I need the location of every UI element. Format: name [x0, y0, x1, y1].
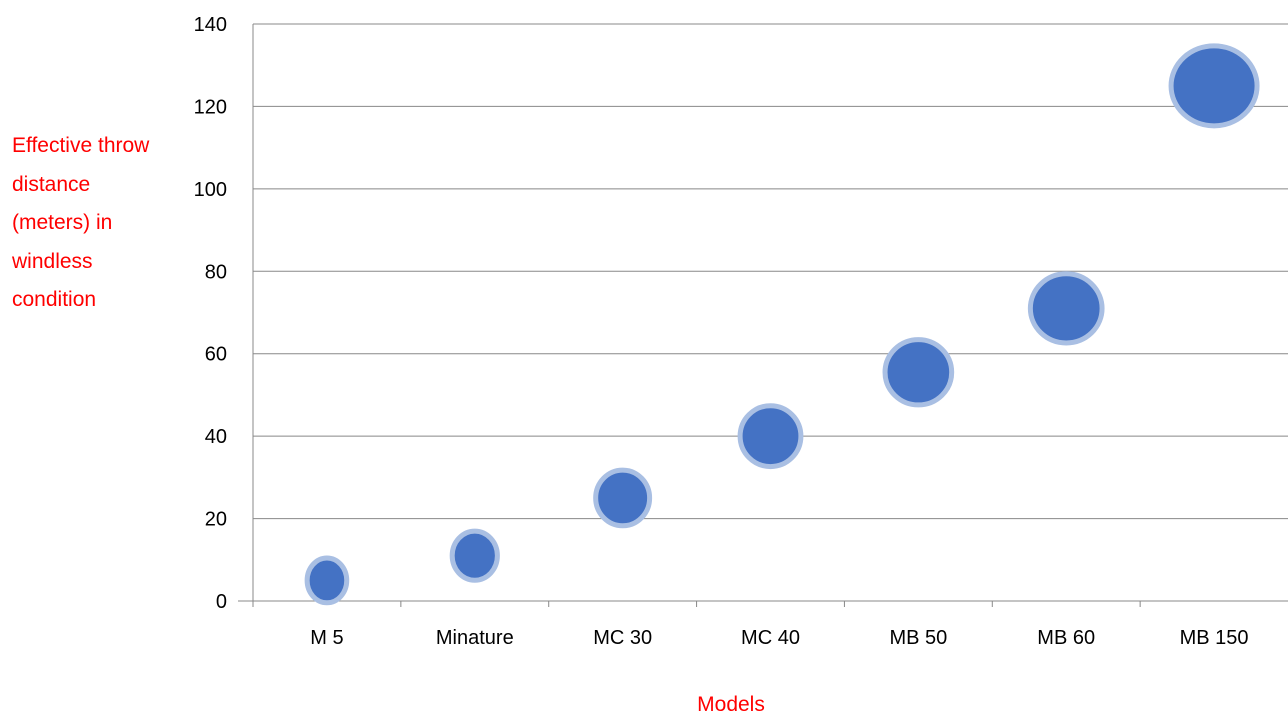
bubble-minature	[449, 528, 500, 583]
x-tick-label: MB 60	[1037, 627, 1095, 649]
y-tick-label: 0	[216, 591, 227, 613]
x-tick-label: MC 40	[741, 627, 800, 649]
y-tick-labels: 0 20 40 60 80 100 120 140	[194, 14, 227, 613]
y-tick-label: 40	[205, 426, 227, 448]
y-tick-label: 80	[205, 261, 227, 283]
bubbles	[304, 43, 1260, 606]
x-axis-title: Models	[697, 693, 765, 713]
y-tick-label: 100	[194, 179, 227, 201]
x-tick-label: MB 50	[889, 627, 947, 649]
x-tick-label: MB 150	[1180, 627, 1249, 649]
bubble-mc-40	[737, 403, 804, 470]
gridlines	[253, 23, 1288, 520]
x-tick-label: Minature	[436, 627, 514, 649]
y-tick-label: 140	[194, 14, 227, 36]
bubble-mb-50	[882, 337, 955, 408]
bubble-m-5	[304, 555, 350, 606]
axes	[238, 24, 1288, 607]
bubble-mc-30	[593, 467, 653, 529]
bubble-mb-60	[1027, 271, 1105, 346]
y-axis-title: Effective throw distance (meters) in win…	[12, 134, 150, 311]
x-tick-label: M 5	[310, 627, 343, 649]
x-tick-labels: M 5 Minature MC 30 MC 40 MB 50 MB 60 MB 150	[310, 627, 1248, 649]
x-tick-label: MC 30	[593, 627, 652, 649]
y-tick-label: 60	[205, 344, 227, 366]
bubble-mb-150	[1168, 43, 1260, 129]
y-tick-label: 20	[205, 509, 227, 531]
y-tick-label: 120	[194, 96, 227, 118]
